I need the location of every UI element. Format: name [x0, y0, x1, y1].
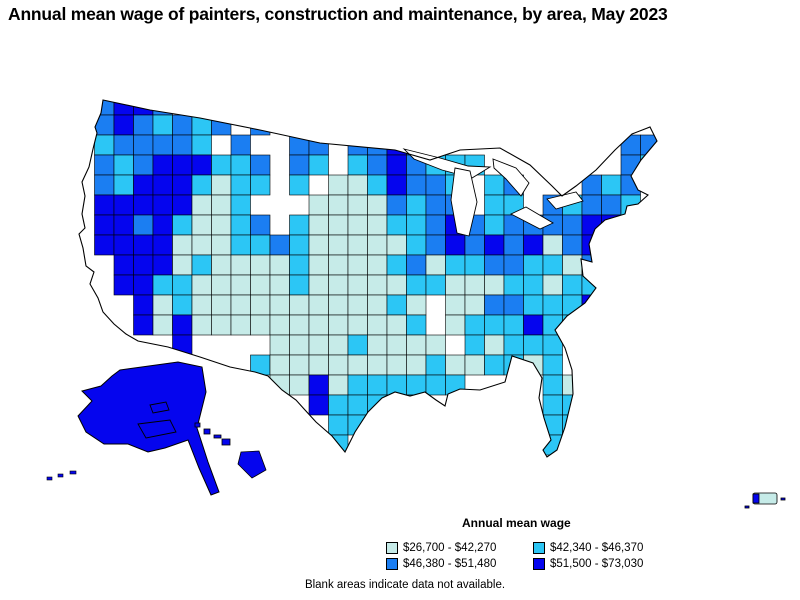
alaska-inner-boundary-2 [149, 401, 170, 414]
hawaii-oahu [203, 428, 211, 435]
puerto-rico-islet-2 [780, 497, 786, 501]
legend-row-2: $46,380 - $51,480 $51,500 - $73,030 [380, 556, 690, 572]
hawaii-kauai [194, 422, 201, 428]
legend: Annual mean wage $26,700 - $42,270 $42,3… [380, 516, 690, 572]
hawaii-big-island [237, 450, 267, 479]
legend-swatch-class2 [533, 542, 545, 554]
lake-ontario-shape [546, 191, 584, 210]
alaska-shape [77, 361, 220, 496]
hawaii-maui [221, 438, 231, 446]
lake-huron-shape [492, 158, 530, 197]
great-lakes [402, 148, 584, 237]
lake-erie-shape [509, 206, 554, 230]
legend-title: Annual mean wage [462, 516, 571, 530]
legend-row-1: $26,700 - $42,270 $42,340 - $46,370 [380, 540, 690, 556]
legend-label-class1: $26,700 - $42,270 [403, 542, 497, 554]
legend-item-class4: $51,500 - $73,030 [533, 556, 643, 572]
page-title: Annual mean wage of painters, constructi… [8, 4, 668, 24]
puerto-rico-west-area [752, 493, 760, 504]
us-outline [78, 99, 658, 458]
legend-item-class3: $46,380 - $51,480 [386, 556, 496, 572]
lake-michigan-shape [450, 167, 478, 237]
alaska [46, 361, 220, 496]
alaska-inner-boundary [137, 419, 177, 439]
legend-label-class4: $51,500 - $73,030 [550, 558, 644, 570]
legend-item-class2: $42,340 - $46,370 [533, 540, 643, 556]
puerto-rico [744, 492, 786, 509]
legend-item-class1: $26,700 - $42,270 [386, 540, 496, 556]
hawaii-molokai [213, 434, 222, 439]
legend-swatch-class1 [386, 542, 398, 554]
aleutian-islands [46, 470, 77, 481]
legend-label-class3: $46,380 - $51,480 [403, 558, 497, 570]
puerto-rico-islet [744, 505, 750, 509]
legend-label-class2: $42,340 - $46,370 [550, 542, 644, 554]
legend-swatch-class4 [533, 558, 545, 570]
legend-swatch-class3 [386, 558, 398, 570]
blank-areas-note: Blank areas indicate data not available. [304, 579, 506, 591]
hawaii [194, 422, 267, 479]
